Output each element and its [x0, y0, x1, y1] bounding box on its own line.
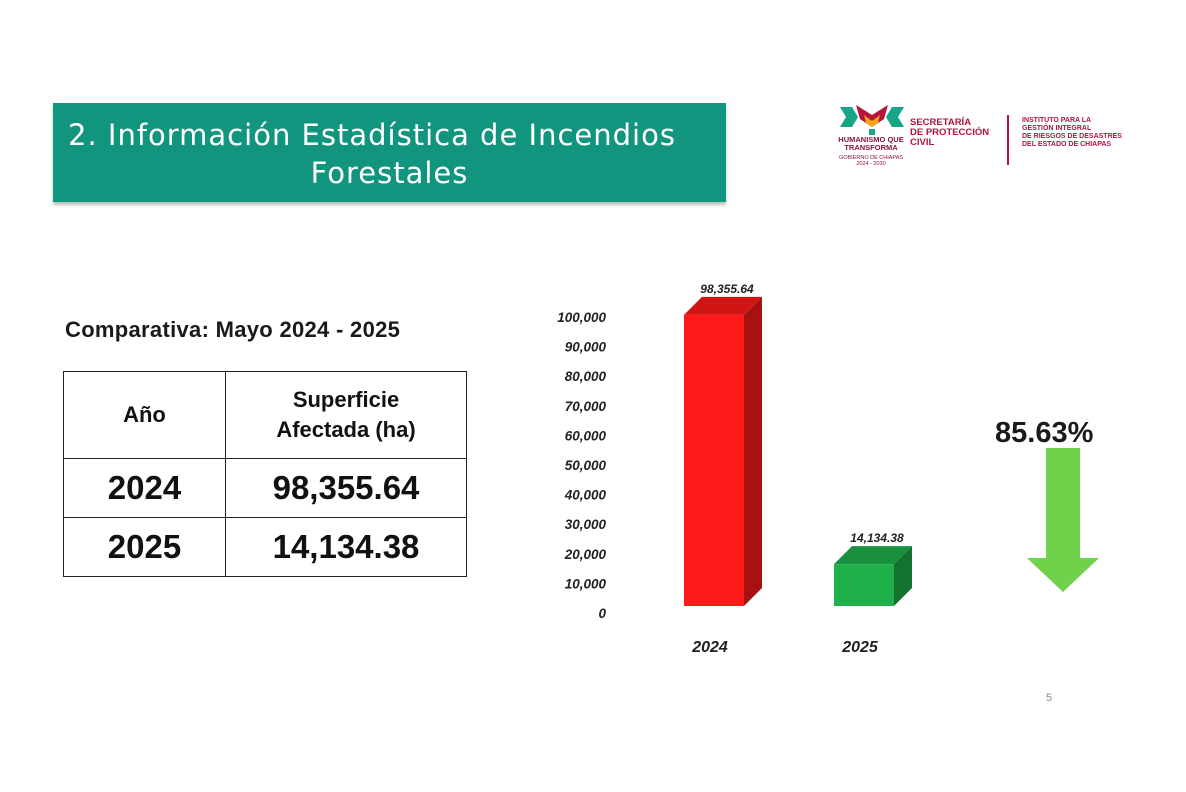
gov-sub1: GOBIERNO DE CHIAPAS [838, 155, 904, 161]
bar-top-2025 [834, 546, 912, 565]
y-tick-label: 60,000 [565, 428, 607, 443]
gov-wordmark: HUMANISMO QUE TRANSFORMA [836, 136, 906, 152]
instituto-wordmark: INSTITUTO PARA LA GESTIÓN INTEGRAL DE RI… [1022, 117, 1122, 149]
page-title-line1: 2. Información Estadística de Incendios [68, 118, 676, 152]
bar-side-2025 [894, 546, 912, 606]
bar-chart: 0 10,000 20,000 30,000 40,000 50,000 60,000 70,… [557, 282, 912, 656]
bar-2024 [684, 314, 744, 606]
down-arrow-icon [1027, 448, 1099, 592]
logo-area: HUMANISMO QUE TRANSFORMA GOBIERNO DE CHI… [832, 103, 1132, 173]
comparison-title: Comparativa: Mayo 2024 - 2025 [65, 317, 401, 342]
y-tick-label: 10,000 [565, 576, 607, 591]
row-2025-year: 2025 [63, 517, 226, 577]
table-header-row: Año Superficie Afectada (ha) [63, 371, 467, 459]
header-area-line1: Superficie [292, 387, 400, 412]
gov-line1: HUMANISMO QUE [838, 135, 904, 144]
secretaria-wordmark: SECRETARÍA DE PROTECCIÓN CIVIL [910, 118, 989, 148]
y-tick-label: 20,000 [564, 547, 607, 562]
x-tick-label-2025: 2025 [841, 639, 879, 656]
gov-line2: TRANSFORMA [844, 143, 898, 152]
comparison-table: Año Superficie Afectada (ha) 2024 98,355… [63, 371, 467, 577]
page-number: 5 [1046, 692, 1053, 704]
sec-line2: DE PROTECCIÓN [910, 127, 990, 138]
chiapas-emblem-icon [840, 105, 904, 135]
sec-line3: CIVIL [910, 137, 935, 148]
inst-line4: DEL ESTADO DE CHIAPAS [1022, 141, 1112, 148]
title-banner: 2. Información Estadística de Incendios … [53, 103, 726, 202]
header-year: Año [63, 371, 226, 459]
gov-subtitle: GOBIERNO DE CHIAPAS 2024 - 2030 [836, 155, 906, 167]
y-tick-label: 100,000 [557, 310, 606, 325]
y-tick-label: 80,000 [565, 369, 607, 384]
data-label-2025: 14,134.38 [850, 531, 904, 545]
page-title-line2: Forestales [310, 156, 469, 190]
inst-line2: GESTIÓN INTEGRAL [1022, 125, 1092, 132]
y-tick-label: 70,000 [565, 399, 607, 414]
y-tick-label: 90,000 [565, 340, 607, 355]
bar-2025 [834, 564, 894, 606]
y-tick-label: 30,000 [565, 517, 607, 532]
reduction-percent: 85.63% [995, 417, 1094, 449]
gov-sub2: 2024 - 2030 [856, 161, 886, 167]
y-tick-label: 40,000 [564, 488, 607, 503]
header-area: Superficie Afectada (ha) [225, 371, 467, 459]
sec-line1: SECRETARÍA [910, 117, 972, 128]
logo-divider [1007, 115, 1009, 165]
bar-top-2024 [684, 296, 762, 315]
y-tick-label: 50,000 [565, 458, 607, 473]
bar-side-2024 [744, 296, 762, 606]
inst-line1: INSTITUTO PARA LA [1022, 117, 1092, 124]
table-row: 2025 14,134.38 [63, 517, 467, 577]
y-tick-label: 0 [598, 606, 606, 621]
inst-line3: DE RIESGOS DE DESASTRES [1022, 133, 1122, 140]
table-row: 2024 98,355.64 [63, 458, 467, 518]
header-area-line2: Afectada (ha) [276, 417, 416, 442]
row-2025-value: 14,134.38 [225, 517, 467, 577]
data-label-2024: 98,355.64 [700, 282, 754, 296]
row-2024-year: 2024 [63, 458, 226, 518]
row-2024-value: 98,355.64 [225, 458, 467, 518]
x-tick-label-2024: 2024 [691, 639, 728, 656]
